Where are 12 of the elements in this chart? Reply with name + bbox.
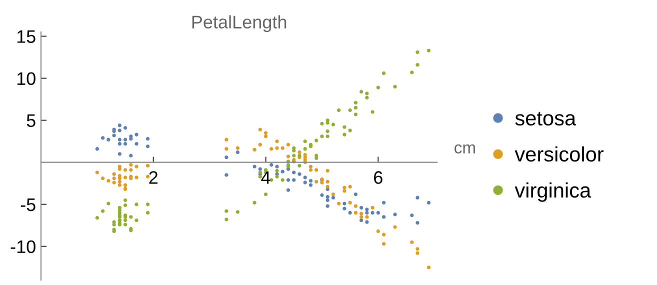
chart-title: PetalLength <box>192 15 286 32</box>
legend-label: setosa <box>515 112 576 126</box>
legend-label: versicolor <box>514 146 604 162</box>
y-tick-label: 5 <box>26 114 36 128</box>
y-tick-label: -10 <box>10 240 36 254</box>
x-axis-title: cm <box>454 144 475 154</box>
y-tick-label: -5 <box>20 198 36 212</box>
x-tick-label: 6 <box>374 171 382 184</box>
x-tick-label: 2 <box>149 171 158 184</box>
y-tick-label: 15 <box>17 30 36 43</box>
y-tick-label: 10 <box>17 72 36 86</box>
legend-label: virginica <box>514 182 592 202</box>
